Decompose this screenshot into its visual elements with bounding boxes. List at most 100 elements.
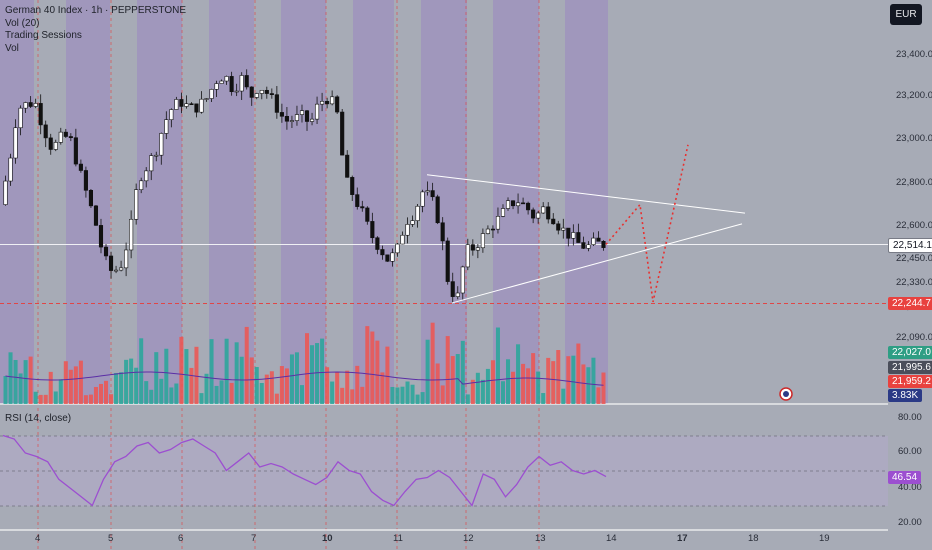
volume-bar — [566, 356, 571, 404]
session-band — [66, 0, 110, 404]
volume-bar — [53, 391, 58, 404]
candle-up — [209, 89, 214, 99]
volume-bar — [169, 387, 174, 404]
candle-down — [566, 227, 571, 239]
volume-bar — [360, 386, 365, 404]
event-marker-dot — [783, 391, 789, 397]
volume-bar — [430, 322, 435, 404]
volume-bar — [506, 359, 511, 404]
volume-bar — [28, 356, 33, 404]
price-axis-label: 22,090.0 — [896, 332, 932, 343]
volume-bar — [184, 349, 189, 404]
volume-bar — [440, 385, 445, 404]
session-band — [565, 0, 608, 404]
candle-down — [490, 228, 495, 231]
volume-bar — [13, 359, 18, 404]
volume-bar — [98, 383, 103, 404]
candle-up — [536, 212, 541, 219]
symbol-title[interactable]: German 40 Index · 1h · PEPPERSTONE — [5, 5, 187, 16]
volume-bar — [465, 394, 470, 404]
volume-bar — [224, 338, 229, 404]
candle-up — [425, 190, 430, 193]
candle-up — [58, 131, 63, 143]
volume-bar — [475, 372, 480, 404]
volume-bar — [415, 394, 420, 404]
candle-up — [224, 76, 229, 82]
candle-down — [596, 237, 601, 242]
volume-bar — [199, 393, 204, 404]
volume-bar — [586, 367, 591, 404]
vol-label[interactable]: Vol — [5, 42, 19, 54]
volume-bar — [204, 373, 209, 404]
time-axis-label: 7 — [251, 533, 257, 544]
candle-down — [470, 244, 475, 251]
volume-bar — [340, 387, 345, 404]
candle-down — [325, 101, 330, 105]
candle-up — [119, 267, 124, 271]
volume-bar — [365, 326, 370, 404]
candle-down — [43, 124, 48, 139]
candle-up — [259, 89, 264, 94]
price-axis-label: 23,000.0 — [896, 133, 932, 144]
candle-down — [304, 110, 310, 122]
time-axis-label: 10 — [322, 533, 333, 544]
volume-bar — [320, 338, 325, 404]
candle-up — [516, 202, 521, 207]
candle-up — [571, 232, 576, 239]
volume-bar — [114, 372, 119, 404]
candle-up — [129, 218, 134, 251]
volume-bar — [400, 386, 405, 404]
candle-up — [13, 127, 18, 159]
candle-up — [395, 243, 400, 254]
candle-up — [53, 142, 58, 150]
candle-up — [586, 244, 591, 249]
currency-button[interactable]: EUR — [890, 4, 922, 25]
candle-up — [475, 247, 480, 251]
volume-bar — [470, 379, 475, 404]
rsi-indicator-label[interactable]: RSI (14, close) — [5, 413, 72, 424]
candle-up — [405, 224, 410, 236]
candle-up — [124, 249, 129, 269]
volume-bar — [335, 372, 340, 404]
candle-up — [420, 191, 425, 207]
rsi-axis-label: 20.00 — [898, 517, 922, 528]
volume-bar — [310, 345, 315, 404]
volume-bar — [330, 381, 335, 404]
time-axis-label: 12 — [463, 533, 474, 544]
candle-up — [299, 110, 305, 115]
volume-bar — [234, 342, 239, 404]
volume-bar — [485, 368, 490, 404]
volume-bar — [490, 360, 495, 404]
sessions-indicator-label[interactable]: Trading Sessions — [5, 30, 82, 41]
rsi-axis-label: 40.00 — [898, 482, 922, 493]
volume-indicator-label[interactable]: Vol (20) — [5, 17, 40, 29]
candle-up — [134, 189, 139, 220]
volume-bar — [73, 366, 78, 404]
candle-up — [169, 109, 174, 120]
volume-bar — [164, 348, 169, 404]
volume-bar — [3, 375, 8, 404]
session-band — [281, 0, 326, 404]
volume-bar — [445, 336, 450, 404]
candle-down — [581, 242, 586, 249]
candle-down — [360, 206, 365, 209]
candle-up — [591, 237, 596, 245]
volume-bar — [83, 395, 88, 404]
candle-down — [526, 202, 531, 211]
time-axis-label: 14 — [606, 533, 617, 544]
price-axis-label: 22,450.0 — [896, 253, 932, 264]
volume-bar — [274, 393, 279, 404]
volume-bar — [129, 358, 134, 404]
candle-down — [380, 249, 385, 256]
volume-bar — [33, 391, 38, 404]
price-axis-label: 23,400.0 — [896, 49, 932, 60]
price-axis-label: 22,330.0 — [896, 277, 932, 288]
volume-bar — [229, 382, 234, 404]
volume-bar — [209, 339, 214, 404]
projection-path — [605, 144, 689, 303]
candle-up — [289, 120, 294, 122]
candle-down — [269, 93, 274, 95]
candle-down — [264, 89, 269, 94]
candle-up — [164, 119, 169, 134]
